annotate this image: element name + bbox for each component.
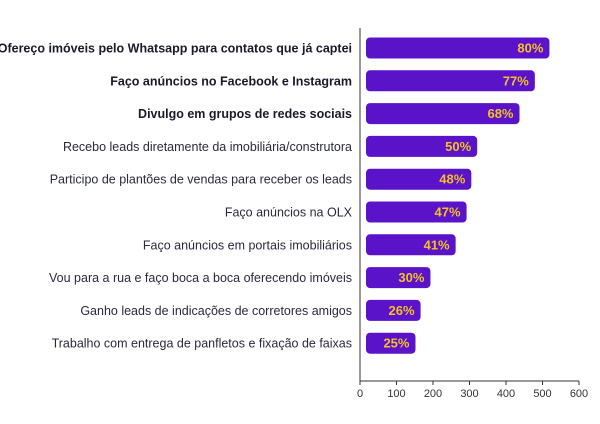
data-label-3: 50%: [445, 139, 471, 154]
bar-4: [366, 168, 472, 190]
bar-7: [366, 267, 431, 289]
bar-1: [366, 70, 535, 92]
data-label-6: 41%: [424, 237, 450, 252]
bar-0: [366, 37, 550, 59]
x-tick-label-0: 0: [357, 388, 363, 400]
category-label-3: Recebo leads diretamente da imobiliária/…: [63, 140, 352, 154]
data-label-8: 26%: [389, 303, 415, 318]
category-label-7: Vou para a rua e faço boca a boca oferec…: [49, 271, 352, 285]
bar-3: [366, 135, 478, 157]
data-label-9: 25%: [383, 336, 409, 351]
bar-6: [366, 234, 456, 256]
x-tick-label-5: 500: [533, 388, 551, 400]
category-label-2: Divulgo em grupos de redes sociais: [138, 107, 352, 121]
category-label-0: Ofereço imóveis pelo Whatsapp para conta…: [0, 42, 352, 56]
category-label-9: Trabalho com entrega de panfletos e fixa…: [52, 337, 352, 351]
data-label-1: 77%: [503, 73, 529, 88]
category-label-8: Ganho leads de indicações de corretores …: [80, 304, 352, 318]
bar-2: [366, 103, 520, 125]
category-label-1: Faço anúncios no Facebook e Instagram: [110, 74, 352, 88]
x-tick-label-2: 200: [424, 388, 442, 400]
data-label-5: 47%: [435, 205, 461, 220]
data-label-7: 30%: [398, 270, 424, 285]
category-label-6: Faço anúncios em portais imobiliários: [143, 238, 352, 252]
x-tick-label-1: 100: [387, 388, 405, 400]
data-label-2: 68%: [487, 106, 513, 121]
x-tick-label-6: 600: [570, 388, 588, 400]
category-label-5: Faço anúncios na OLX: [225, 206, 353, 220]
category-label-4: Participo de plantões de vendas para rec…: [50, 173, 352, 187]
x-tick-label-3: 300: [460, 388, 478, 400]
bar-5: [366, 201, 467, 223]
data-label-4: 48%: [439, 172, 465, 187]
x-tick-label-4: 400: [497, 388, 515, 400]
data-label-0: 80%: [517, 41, 543, 56]
bar-9: [366, 332, 416, 354]
bar-8: [366, 299, 421, 321]
